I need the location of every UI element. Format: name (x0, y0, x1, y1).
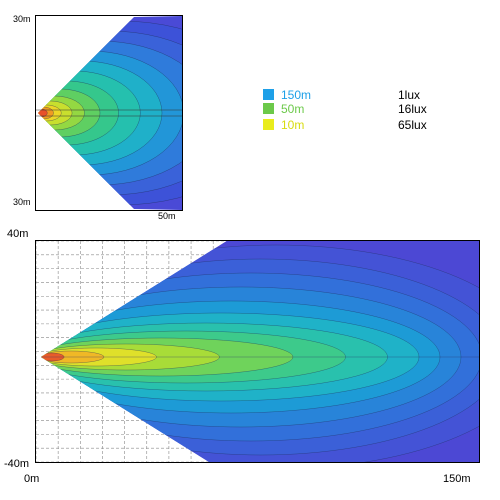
legend-distance-50m: 50m (281, 102, 305, 116)
bottom-x-min-label: 0m (24, 473, 40, 485)
top-y-min-label: 30m (13, 197, 31, 207)
legend-lux-16: 16lux (398, 102, 427, 116)
legend-swatch-50m (263, 103, 274, 114)
bottom-beam-plot (35, 240, 480, 463)
legend-distance-10m: 10m (281, 118, 305, 132)
top-beam-plot (35, 15, 183, 211)
top-y-max-label: 30m (13, 14, 31, 24)
top-x-max-label: 50m (158, 211, 176, 221)
top-beam-svg (36, 16, 182, 210)
bottom-y-min-label: -40m (4, 458, 30, 470)
legend-lux-1: 1lux (398, 88, 421, 102)
bottom-y-max-label: 40m (7, 228, 29, 240)
legend-swatch-150m (263, 89, 274, 100)
bottom-beam-svg (36, 241, 479, 462)
legend-swatch-10m (263, 119, 274, 130)
bottom-x-max-label: 150m (443, 473, 471, 485)
legend-lux-65: 65lux (398, 118, 427, 132)
legend-distance-150m: 150m (281, 88, 312, 102)
